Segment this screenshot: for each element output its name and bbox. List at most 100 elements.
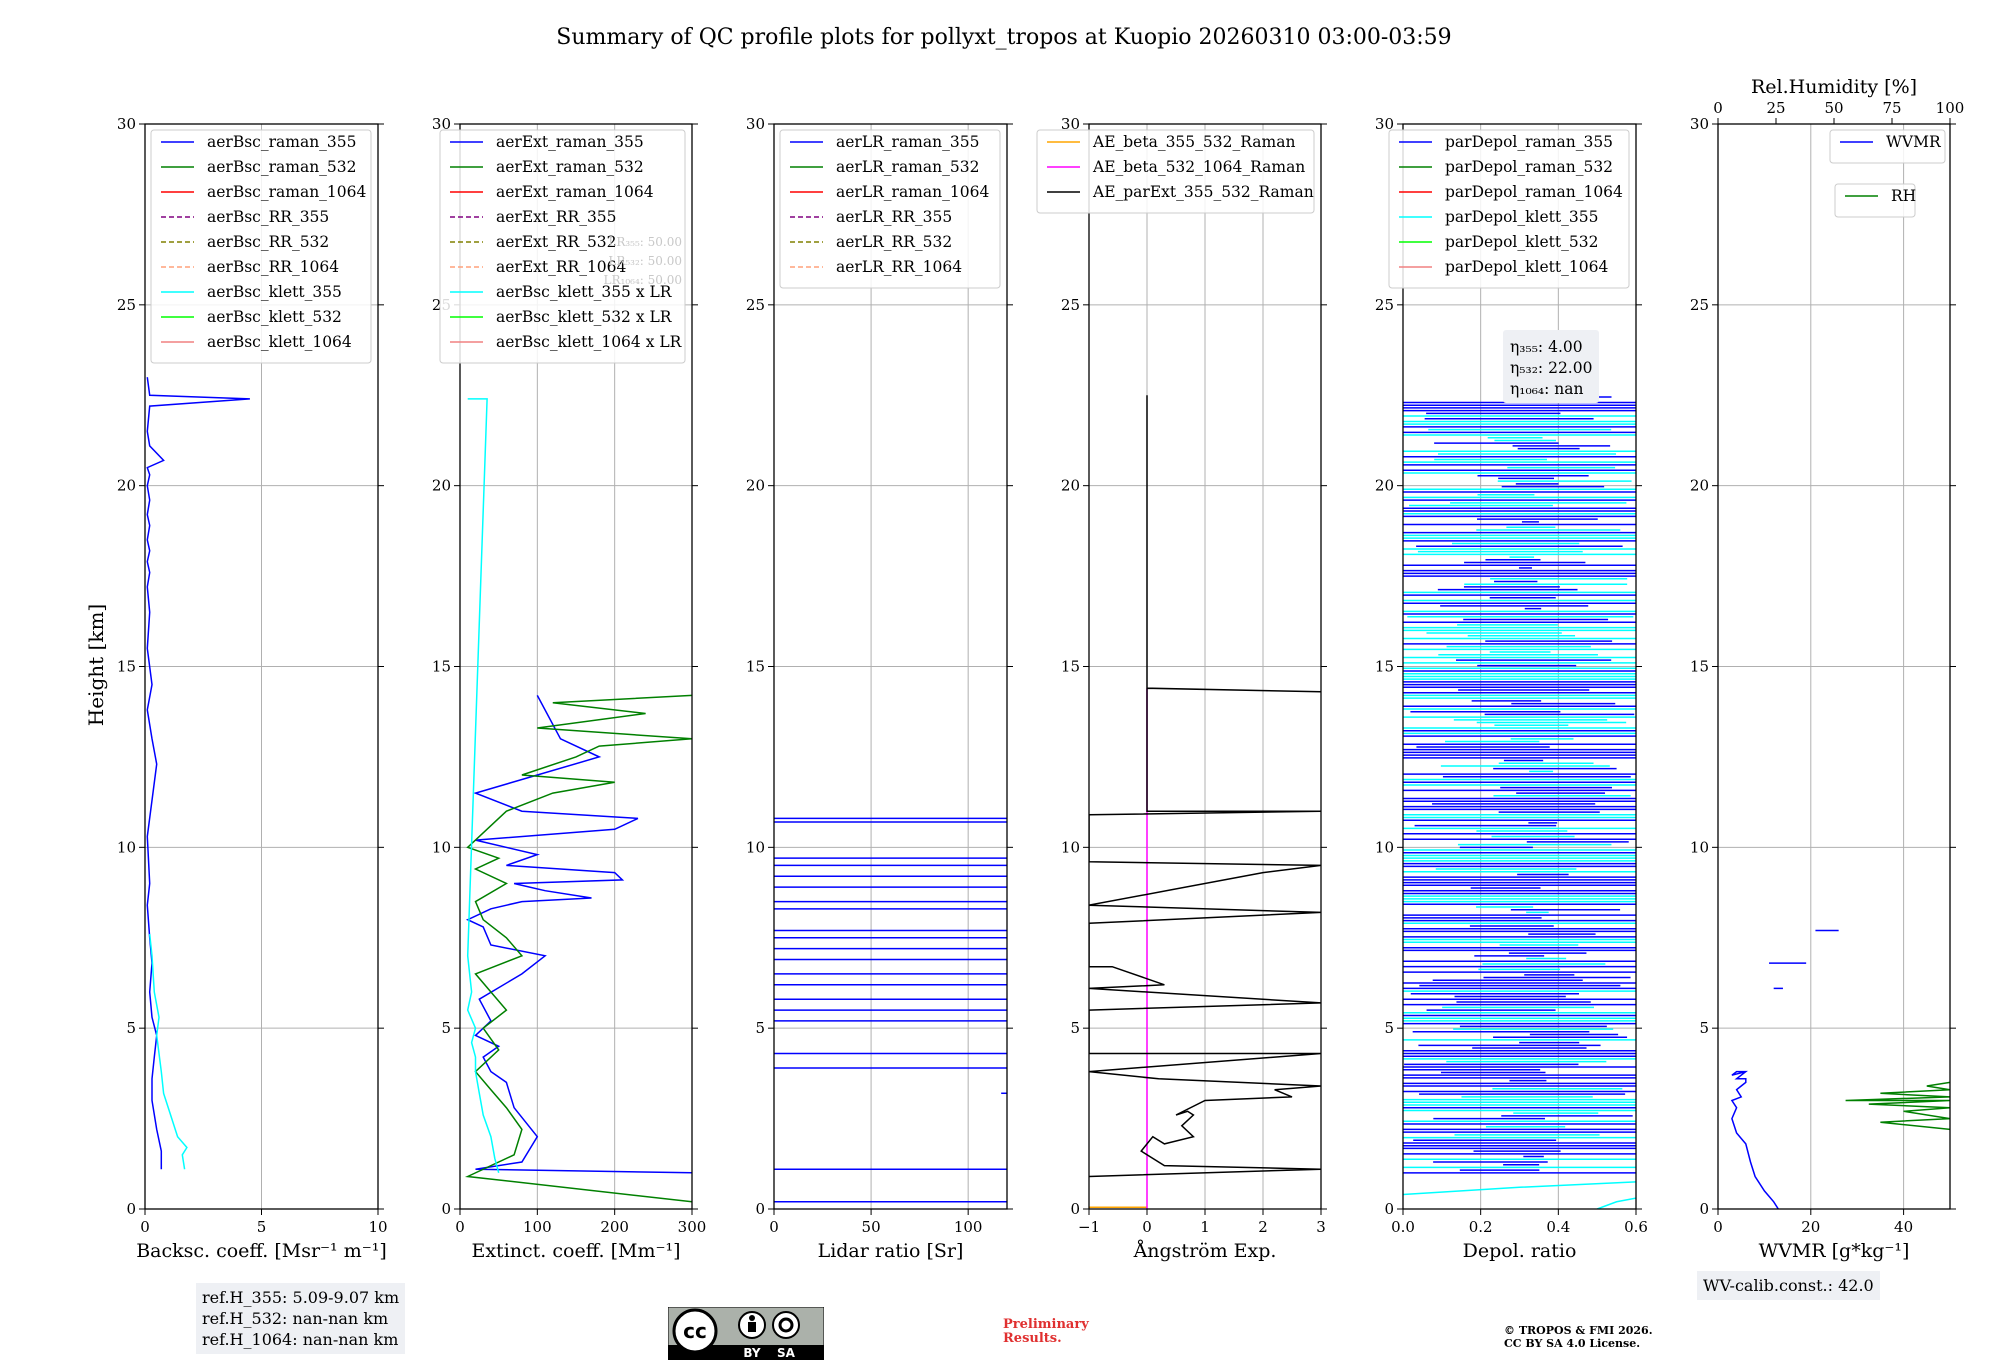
legend-label: aerExt_RR_355	[496, 208, 617, 226]
y-tick-label: 0	[1699, 1200, 1709, 1218]
y-tick-label: 25	[746, 296, 765, 314]
x-tick-label: 0	[769, 1218, 779, 1236]
legend-label: aerBsc_raman_1064	[207, 183, 367, 201]
legend-wvmr: WVMR	[1829, 129, 1946, 164]
legend-label: aerLR_RR_1064	[836, 258, 962, 276]
legend-label: RH	[1891, 187, 1916, 205]
top-x-axis-label: Rel.Humidity [%]	[1751, 76, 1917, 98]
x-tick-label: 3	[1316, 1218, 1326, 1236]
y-tick-label: 10	[1690, 838, 1709, 856]
panel-depol: 0.0 0.2 0.4 0.6 0 5 10 15 20 25 30 Depol. ratio parD…	[1375, 115, 1648, 1262]
x-tick-label: 1	[1200, 1218, 1210, 1236]
x-tick-label: 0	[140, 1218, 150, 1236]
annotation-line: η₁₀₆₄: nan	[1510, 380, 1584, 398]
top-x-tick-label: 75	[1882, 99, 1901, 117]
y-tick-label: 5	[126, 1019, 136, 1037]
series-WVMR	[1730, 1070, 1779, 1209]
lr-hidden-label: LR₃₅₅: 50.00	[608, 235, 682, 249]
legend-box	[779, 129, 1001, 289]
legend-box	[1388, 129, 1630, 289]
legend-label: aerBsc_klett_355	[207, 283, 342, 301]
plot-area-ae	[1089, 395, 1321, 1209]
plot-area-wv	[1730, 929, 1950, 1209]
legend-label: parDepol_klett_1064	[1445, 258, 1608, 276]
y-tick-label: 0	[441, 1200, 451, 1218]
y-tick-label: 5	[755, 1019, 765, 1037]
legend-label: aerLR_raman_1064	[836, 183, 989, 201]
cc-sa-label: SA	[777, 1346, 796, 1360]
top-x-tick-label: 50	[1824, 99, 1843, 117]
series-aerBsc_raman_355	[146, 377, 250, 1170]
lr-hidden-label: LR₁₀₆₄: 50.00	[604, 273, 682, 287]
panel-lr: 0 50 100 0 5 10 15 20 25 30 Lidar ratio [Sr] aerLR_…	[746, 115, 1013, 1262]
x-axis-label: Lidar ratio [Sr]	[818, 1240, 964, 1262]
figure-title: Summary of QC profile plots for pollyxt_…	[556, 25, 1451, 50]
legend-label: aerBsc_klett_1064 x LR	[496, 333, 683, 351]
legend-box	[1829, 129, 1946, 164]
y-tick-label: 20	[1375, 477, 1394, 495]
legend-label: aerBsc_raman_532	[207, 158, 357, 176]
y-tick-label: 30	[1690, 115, 1709, 133]
legend-label: aerLR_raman_355	[836, 133, 979, 151]
y-tick-label: 15	[432, 658, 451, 676]
series-aerBsc_klett_355 x LR	[466, 398, 500, 1173]
cc-license-badge[interactable]: cc BY SA	[668, 1307, 824, 1360]
y-tick-label: 20	[117, 477, 136, 495]
legend-box	[1834, 183, 1916, 218]
panel-ext: 0100200300051015202530Extinct. coeff. [M…	[432, 115, 706, 1262]
y-tick-label: 25	[1690, 296, 1709, 314]
x-tick-label: 300	[678, 1218, 707, 1236]
legend-label: parDepol_raman_1064	[1445, 183, 1623, 201]
x-tick-label: 2	[1258, 1218, 1268, 1236]
ref-height-info: ref.H_355: 5.09-9.07 km ref.H_532: nan-n…	[196, 1283, 406, 1354]
y-tick-label: 0	[755, 1200, 765, 1218]
y-tick-label: 25	[1375, 296, 1394, 314]
legend-label: aerExt_raman_1064	[496, 183, 654, 201]
y-tick-label: 20	[1061, 477, 1080, 495]
legend-label: aerBsc_RR_1064	[207, 258, 339, 276]
plot-area-lr	[774, 817, 1007, 1203]
x-axis-label: Backsc. coeff. [Msr⁻¹ m⁻¹]	[136, 1240, 387, 1262]
preliminary-note: Preliminary Results.	[1003, 1317, 1089, 1346]
sa-share-icon	[772, 1311, 800, 1339]
cc-icon	[672, 1308, 718, 1354]
panel-bsc: 0 5 10 0 5 10 15 20 25 30 Backsc. coeff. [Msr⁻¹ m⁻…	[117, 115, 388, 1262]
y-tick-label: 5	[441, 1019, 451, 1037]
y-tick-label: 15	[746, 658, 765, 676]
legend-lr: aerLR_raman_355 aerLR_raman_532 aerLR_rama…	[779, 129, 1001, 289]
x-tick-label: 0	[1142, 1218, 1152, 1236]
lr-hidden-label: LR₅₃₂: 50.00	[608, 254, 682, 268]
legend-label: aerBsc_klett_1064	[207, 333, 352, 351]
cc-icon-text: cc	[683, 1319, 707, 1343]
x-tick-label: 0.2	[1469, 1218, 1493, 1236]
y-tick-label: 10	[432, 838, 451, 856]
by-person-head-icon	[749, 1315, 755, 1321]
depol-klett	[1596, 1197, 1636, 1209]
y-tick-label: 15	[1690, 658, 1709, 676]
plot-area-ext	[464, 398, 692, 1203]
legend-label: aerBsc_RR_532	[207, 233, 329, 251]
legend-label: parDepol_raman_532	[1445, 158, 1613, 176]
legend-label: aerBsc_klett_355 x LR	[496, 283, 673, 301]
x-tick-label: 10	[368, 1218, 387, 1236]
y-tick-label: 30	[746, 115, 765, 133]
legend-box	[439, 129, 686, 364]
series-aerBsc_klett_355	[148, 934, 188, 1170]
y-tick-label: 5	[1384, 1019, 1394, 1037]
series-aerExt_raman_532	[464, 694, 692, 1203]
x-tick-label: 40	[1894, 1218, 1913, 1236]
y-tick-label: 30	[1061, 115, 1080, 133]
legend-label: aerExt_raman_355	[496, 133, 644, 151]
y-tick-label: 10	[1061, 838, 1080, 856]
legend-label: aerLR_raman_532	[836, 158, 979, 176]
y-tick-label: 5	[1699, 1019, 1709, 1037]
y-tick-label: 25	[117, 296, 136, 314]
x-axis-label: Extinct. coeff. [Mm⁻¹]	[471, 1240, 680, 1262]
legend-label: WVMR	[1886, 133, 1942, 151]
legend-box	[1036, 129, 1315, 214]
y-tick-label: 20	[1690, 477, 1709, 495]
x-axis-label: Ångström Exp.	[1133, 1240, 1277, 1262]
y-tick-label: 20	[746, 477, 765, 495]
legend-label: parDepol_klett_532	[1445, 233, 1598, 251]
